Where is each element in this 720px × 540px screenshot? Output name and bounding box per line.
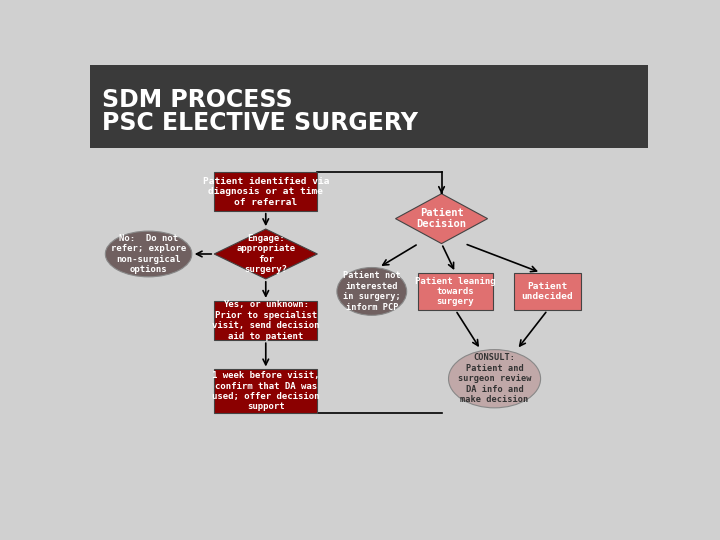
Ellipse shape bbox=[105, 231, 192, 277]
Text: Patient not
interested
in surgery;
inform PCP: Patient not interested in surgery; infor… bbox=[343, 271, 400, 312]
Text: Patient leaning
towards
surgery: Patient leaning towards surgery bbox=[415, 276, 496, 306]
FancyBboxPatch shape bbox=[214, 301, 318, 340]
Ellipse shape bbox=[449, 349, 541, 408]
Polygon shape bbox=[214, 229, 318, 279]
FancyBboxPatch shape bbox=[214, 369, 318, 413]
Text: Patient
Decision: Patient Decision bbox=[417, 208, 467, 230]
Text: 1 week before visit,
confirm that DA was
used; offer decision
support: 1 week before visit, confirm that DA was… bbox=[212, 371, 320, 411]
Ellipse shape bbox=[337, 267, 407, 315]
Text: Engage:
appropriate
for
surgery?: Engage: appropriate for surgery? bbox=[236, 234, 295, 274]
Polygon shape bbox=[395, 194, 487, 244]
Text: SDM PROCESS: SDM PROCESS bbox=[102, 88, 293, 112]
FancyBboxPatch shape bbox=[214, 172, 318, 211]
FancyBboxPatch shape bbox=[514, 273, 581, 310]
Text: No:  Do not
refer; explore
non-surgical
options: No: Do not refer; explore non-surgical o… bbox=[111, 234, 186, 274]
Text: Yes, or unknown:
Prior to specialist
visit, send decision
aid to patient: Yes, or unknown: Prior to specialist vis… bbox=[212, 300, 320, 341]
Text: PSC ELECTIVE SURGERY: PSC ELECTIVE SURGERY bbox=[102, 111, 418, 135]
Bar bbox=[90, 65, 648, 148]
Text: CONSULT:
Patient and
surgeon review
DA info and
make decision: CONSULT: Patient and surgeon review DA i… bbox=[458, 353, 531, 404]
FancyBboxPatch shape bbox=[418, 273, 493, 310]
Text: Patient identified via
diagnosis or at time
of referral: Patient identified via diagnosis or at t… bbox=[202, 177, 329, 206]
Text: Patient
undecided: Patient undecided bbox=[522, 282, 573, 301]
